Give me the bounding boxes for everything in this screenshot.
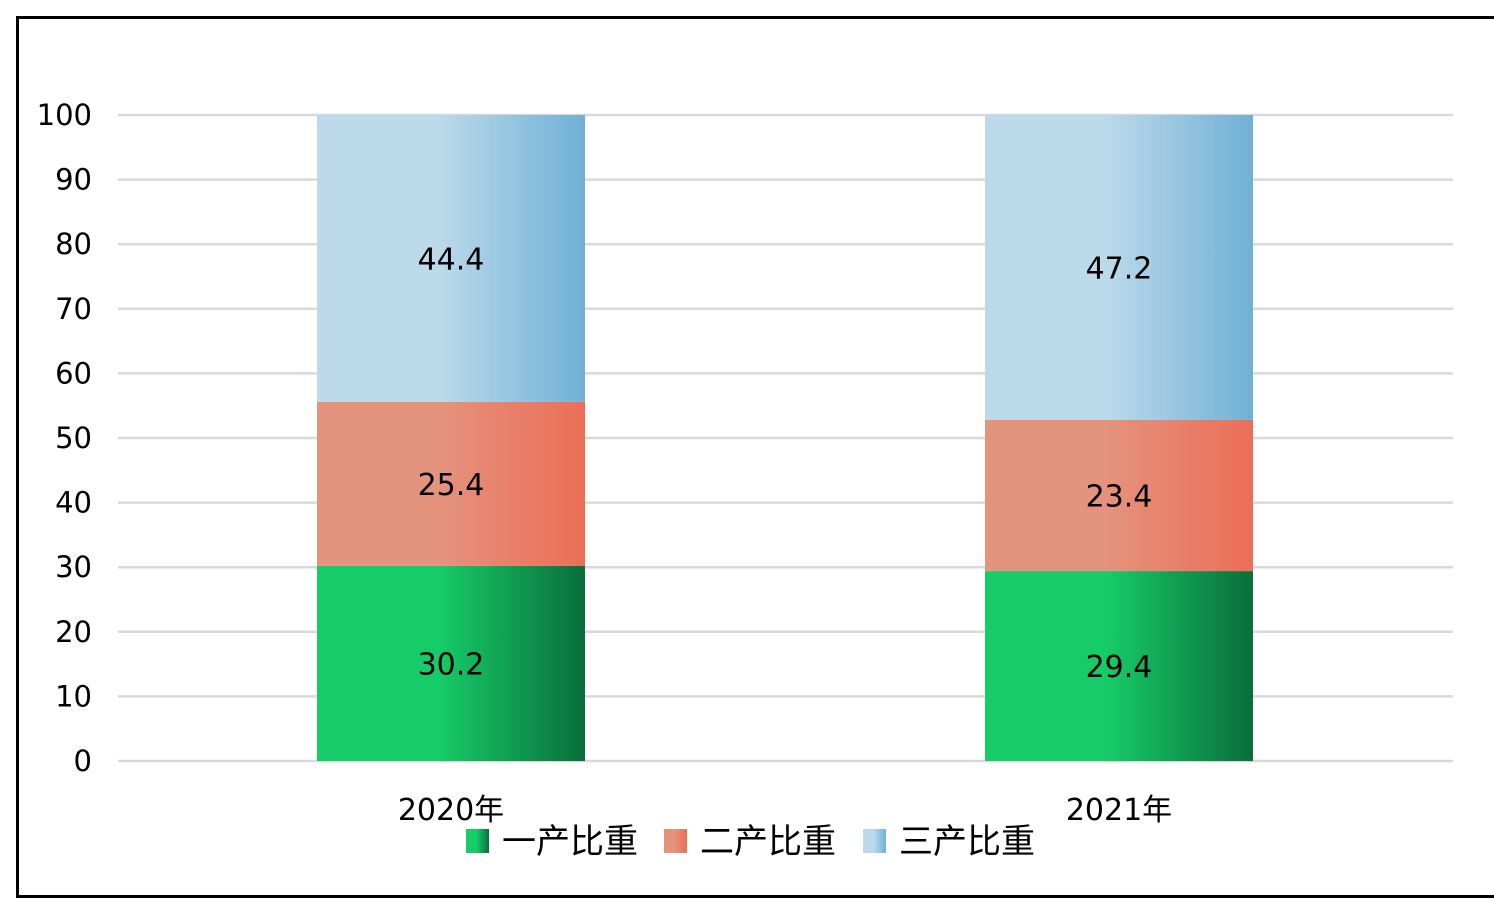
- data-label: 25.4: [418, 468, 485, 503]
- bar-segment: [985, 571, 1253, 761]
- legend-swatch: [664, 829, 687, 853]
- legend-swatch: [466, 829, 489, 853]
- data-label: 29.4: [1086, 650, 1153, 685]
- data-label: 44.4: [418, 242, 485, 277]
- y-axis-ticks: 0 10 20 30 40 50 60 70 80 90 100: [37, 98, 92, 778]
- data-label: 47.2: [1086, 251, 1153, 286]
- legend-swatch: [863, 829, 886, 853]
- bar-segment: [317, 115, 585, 402]
- y-tick-label: 10: [55, 679, 92, 713]
- legend: 一产比重 二产比重 三产比重: [466, 822, 1035, 862]
- bar-segment: [317, 565, 585, 761]
- y-tick-label: 20: [55, 615, 92, 649]
- bars: [317, 115, 1253, 761]
- x-tick-label: 2020年: [398, 793, 504, 828]
- x-axis-ticks: 2020年 2021年: [398, 793, 1172, 828]
- y-tick-label: 0: [74, 744, 92, 778]
- y-tick-label: 100: [37, 98, 92, 132]
- legend-label: 一产比重: [502, 822, 638, 862]
- data-label: 30.2: [418, 647, 485, 682]
- y-tick-label: 60: [55, 356, 92, 390]
- y-tick-label: 30: [55, 550, 92, 584]
- y-tick-label: 80: [55, 227, 92, 261]
- y-tick-label: 50: [55, 421, 92, 455]
- legend-label: 二产比重: [700, 822, 836, 862]
- y-tick-label: 40: [55, 486, 92, 520]
- data-label: 23.4: [1086, 479, 1153, 514]
- bar-segment: [985, 115, 1253, 420]
- y-tick-label: 70: [55, 292, 92, 326]
- bar-segment: [317, 401, 585, 566]
- data-labels: 30.2 25.4 44.4 29.4 23.4 47.2: [418, 242, 1153, 685]
- bar-segment: [985, 419, 1253, 572]
- x-tick-label: 2021年: [1066, 793, 1172, 828]
- legend-label: 三产比重: [899, 822, 1035, 862]
- y-tick-label: 90: [55, 163, 92, 197]
